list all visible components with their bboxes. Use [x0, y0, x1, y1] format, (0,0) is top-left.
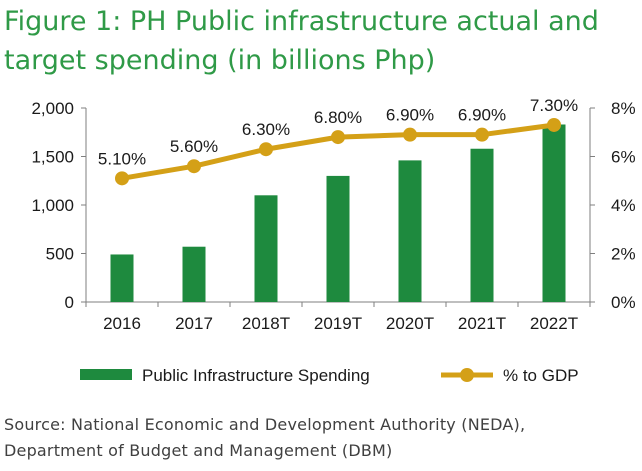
bar — [254, 195, 278, 302]
legend-bar-swatch — [80, 369, 132, 380]
right-tick-label: 4% — [611, 196, 636, 215]
gdp-point — [259, 142, 273, 157]
source-line-1: Source: National Economic and Developmen… — [4, 415, 526, 434]
bars — [110, 124, 566, 302]
x-tick-label: 2021T — [458, 314, 506, 333]
bar — [398, 160, 422, 302]
legend-line-marker — [460, 368, 474, 382]
x-tick-label: 2016 — [103, 314, 141, 333]
gdp-point — [115, 171, 129, 186]
source-note: Source: National Economic and Developmen… — [4, 412, 640, 464]
left-tick-label: 0 — [65, 293, 74, 312]
gdp-data-label: 6.80% — [314, 108, 362, 127]
left-tick-label: 500 — [46, 245, 74, 264]
bar — [182, 246, 206, 302]
gdp-data-label: 5.10% — [98, 149, 146, 168]
x-tick-label: 2017 — [175, 314, 213, 333]
x-tick-label: 2019T — [314, 314, 362, 333]
x-tick-label: 2022T — [530, 314, 578, 333]
gdp-data-label: 5.60% — [170, 137, 218, 156]
legend-line-label: % to GDP — [503, 366, 579, 385]
gdp-data-label: 6.90% — [386, 106, 434, 125]
legend: Public Infrastructure Spending % to GDP — [80, 366, 579, 385]
axes: 0 500 1,000 1,500 2,000 0% 2% 4% 6% 8% 2016 2017 201… — [31, 99, 635, 333]
gdp-point — [475, 127, 489, 142]
data-labels: 5.10% 5.60% 6.30% 6.80% 6.90% 6.90% 7.30% — [98, 96, 578, 168]
left-tick-label: 1,000 — [31, 196, 74, 215]
gdp-point — [187, 159, 201, 174]
right-tick-label: 0% — [611, 293, 636, 312]
gdp-point — [547, 117, 561, 132]
gdp-data-label: 6.30% — [242, 120, 290, 139]
right-tick-label: 6% — [611, 148, 636, 167]
left-tick-label: 1,500 — [31, 148, 74, 167]
chart-title: Figure 1: PH Public infrastructure actua… — [4, 6, 599, 76]
x-tick-label: 2018T — [242, 314, 290, 333]
gdp-data-label: 7.30% — [530, 96, 578, 115]
chart: 0 500 1,000 1,500 2,000 0% 2% 4% 6% 8% 2016 2017 201… — [31, 96, 635, 385]
bar — [110, 254, 134, 302]
legend-bar-label: Public Infrastructure Spending — [142, 366, 370, 385]
gdp-point — [403, 127, 417, 142]
bar — [470, 148, 494, 302]
right-tick-label: 8% — [611, 99, 636, 118]
gdp-point — [331, 130, 345, 145]
bar — [326, 175, 350, 302]
right-tick-label: 2% — [611, 245, 636, 264]
line-series — [115, 117, 561, 186]
gdp-data-label: 6.90% — [458, 106, 506, 125]
left-tick-label: 2,000 — [31, 99, 74, 118]
x-tick-label: 2020T — [386, 314, 434, 333]
source-line-2: Department of Budget and Management (DBM… — [4, 441, 393, 460]
bar — [542, 124, 566, 302]
